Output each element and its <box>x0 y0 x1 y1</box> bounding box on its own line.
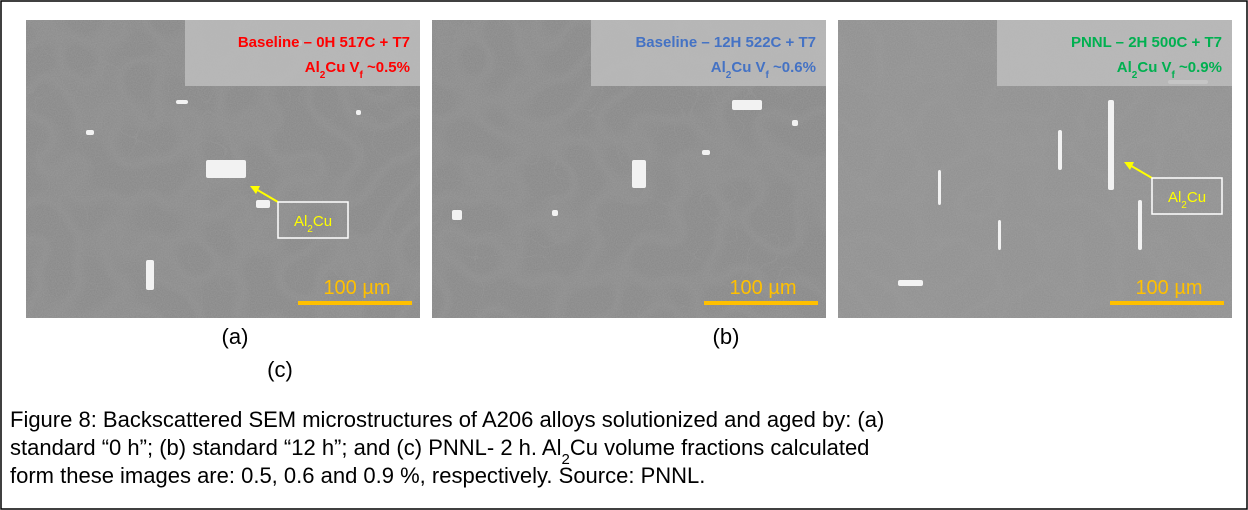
particle <box>1108 100 1114 190</box>
text-part: Al <box>305 59 320 76</box>
panel-label: (b) <box>713 324 740 349</box>
particle <box>552 210 558 216</box>
label-box <box>997 20 1232 86</box>
label-box <box>591 20 826 86</box>
particle <box>206 160 246 178</box>
particle <box>938 170 941 205</box>
particle <box>632 160 646 188</box>
particle <box>356 110 361 115</box>
text-part: ~0.6% <box>769 59 816 76</box>
text-part: Cu <box>1187 189 1206 206</box>
particle <box>898 280 923 286</box>
caption-line: form these images are: 0.5, 0.6 and 0.9 … <box>10 463 705 488</box>
figure: Baseline – 0H 517C + T7Al2Cu Vf ~0.5%100… <box>0 0 1248 510</box>
panel-title: Baseline – 0H 517C + T7 <box>238 34 410 51</box>
particle <box>998 220 1001 250</box>
panel-title: Baseline – 12H 522C + T7 <box>635 34 816 51</box>
text-part: ~0.9% <box>1175 59 1222 76</box>
particle <box>86 130 94 135</box>
caption-line: Figure 8: Backscattered SEM microstructu… <box>10 407 884 432</box>
particle <box>176 100 188 104</box>
scale-bar-label: 100 µm <box>729 277 796 299</box>
text-part: Cu volume fractions calculated <box>570 435 870 460</box>
label-box <box>185 20 420 86</box>
panel-label: (a) <box>222 324 249 349</box>
text-part: standard “0 h”; (b) standard “12 h”; and… <box>10 435 561 460</box>
text-part: Al <box>1117 59 1132 76</box>
particle <box>146 260 154 290</box>
panel-label: (c) <box>267 357 293 382</box>
particle <box>1058 130 1062 170</box>
scale-bar-label: 100 µm <box>1135 277 1202 299</box>
scale-bar-label: 100 µm <box>323 277 390 299</box>
text-part: Cu <box>313 213 332 230</box>
text-part: Al <box>1168 189 1181 206</box>
panel-title: PNNL – 2H 500C + T7 <box>1071 34 1222 51</box>
text-part: ~0.5% <box>363 59 410 76</box>
text-part: Cu V <box>731 59 765 76</box>
particle <box>1138 200 1142 250</box>
particle <box>792 120 798 126</box>
particle <box>732 100 762 110</box>
particle <box>702 150 710 155</box>
text-part: Cu V <box>325 59 359 76</box>
particle <box>256 200 270 208</box>
text-part: Al <box>711 59 726 76</box>
particle <box>452 210 462 220</box>
text-part: Al <box>294 213 307 230</box>
text-part: Cu V <box>1137 59 1171 76</box>
